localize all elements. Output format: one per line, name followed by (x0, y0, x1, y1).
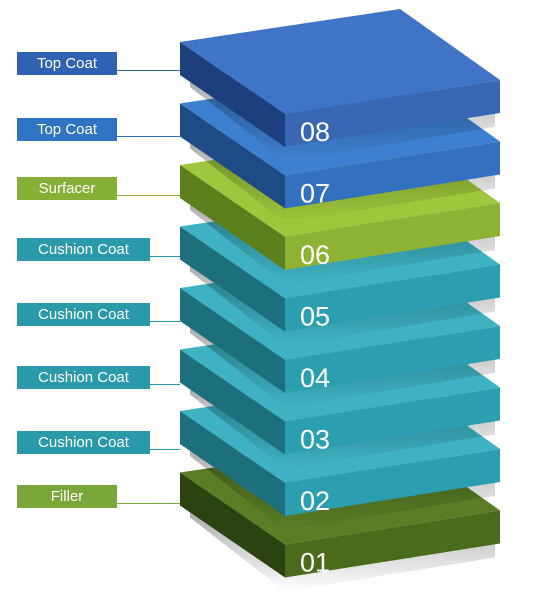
plate-front-face (285, 264, 500, 332)
plate-shadow (190, 321, 495, 407)
layer-number-03: 03 (300, 425, 330, 455)
layer-number-05: 05 (300, 302, 330, 332)
layer-number-07: 07 (300, 179, 330, 209)
plate-shadow (190, 444, 495, 530)
leader-line-01 (117, 503, 180, 504)
plate-left-face (180, 226, 285, 332)
plate-front-face (285, 141, 500, 209)
layer-number-04: 04 (300, 363, 330, 393)
plate-left-face (180, 472, 285, 578)
plate-left-face (180, 288, 285, 393)
plate-shadow (190, 198, 495, 284)
plate-front-face (285, 387, 500, 455)
plate-front-face (285, 326, 500, 393)
plate-left-face (180, 411, 285, 516)
plate-shadow (190, 75, 495, 161)
layer-number-06: 06 (300, 240, 330, 270)
plate-shadow (190, 136, 495, 223)
layer-label-04: Cushion Coat (17, 303, 150, 326)
leader-line-07 (117, 136, 180, 137)
layer-plate-08: 08 (180, 9, 500, 161)
plate-left-face (180, 103, 285, 209)
plate-top-face (180, 9, 500, 114)
layer-number-01: 01 (300, 548, 330, 578)
plate-left-face (180, 349, 285, 455)
layer-number-02: 02 (300, 486, 330, 516)
plate-left-face (180, 42, 285, 147)
plate-shadow (190, 259, 495, 346)
layer-label-08: Top Coat (17, 52, 117, 75)
plate-front-face (285, 203, 500, 270)
plate-front-face (285, 449, 500, 516)
leader-line-05 (150, 256, 180, 257)
leader-line-06 (117, 195, 180, 196)
layer-label-03: Cushion Coat (17, 366, 150, 389)
plate-shadow (190, 382, 495, 469)
leader-line-08 (117, 70, 180, 71)
leader-line-03 (150, 384, 180, 385)
layer-label-06: Surfacer (17, 177, 117, 200)
layer-label-02: Cushion Coat (17, 431, 150, 454)
plate-shadow (190, 505, 495, 592)
leader-line-04 (150, 321, 180, 322)
layer-label-07: Top Coat (17, 118, 117, 141)
layer-label-05: Cushion Coat (17, 238, 150, 261)
layer-number-08: 08 (300, 117, 330, 147)
plate-front-face (285, 510, 500, 578)
layer-label-01: Filler (17, 485, 117, 508)
plate-front-face (285, 80, 500, 147)
plate-left-face (180, 165, 285, 270)
leader-line-02 (150, 449, 180, 450)
